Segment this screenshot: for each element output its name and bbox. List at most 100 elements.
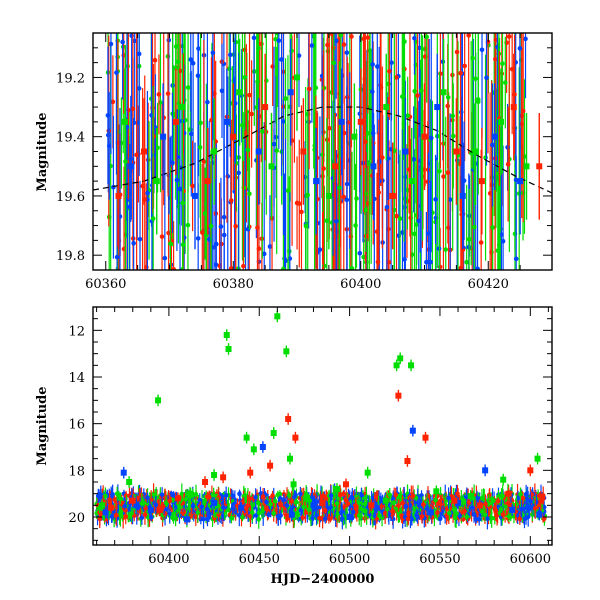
data-point (459, 192, 466, 199)
data-point (536, 511, 543, 518)
data-point (422, 434, 429, 441)
x-tick-label: 60420 (468, 277, 509, 292)
data-point (467, 493, 474, 499)
data-point (427, 509, 434, 516)
data-point (500, 476, 507, 483)
data-point (294, 74, 300, 81)
data-point (211, 500, 218, 506)
data-point (262, 104, 269, 111)
data-point (129, 497, 136, 504)
data-point (238, 504, 245, 511)
data-point (225, 346, 232, 352)
dense-observations (94, 483, 547, 530)
y-axis-label: Magnitude (35, 386, 50, 465)
data-point (172, 118, 179, 125)
y-axis-label: Magnitude (35, 112, 50, 191)
data-point (187, 490, 194, 497)
x-tick-label: 60360 (85, 277, 126, 292)
data-point (351, 133, 358, 140)
data-point (223, 118, 230, 125)
x-tick-label: 60550 (419, 552, 460, 567)
data-point (338, 118, 345, 125)
zoomed-light-curve-panel: 60360 60380 60400 60420 19.2 19.4 19.6 19.8 Magn… (35, 32, 553, 292)
data-point (283, 348, 290, 355)
data-point (286, 455, 293, 462)
data-point (274, 313, 281, 320)
series-0 (121, 33, 530, 250)
data-point (285, 416, 292, 422)
series-1 (128, 38, 524, 250)
data-point (223, 332, 230, 338)
data-point (498, 118, 504, 125)
data-point (313, 178, 320, 185)
y-tick-label: 18 (68, 464, 85, 479)
data-point (290, 481, 297, 488)
plot-area (93, 33, 552, 270)
data-point (288, 511, 295, 518)
series-1 (102, 424, 543, 526)
data-point (402, 148, 409, 155)
data-point (342, 481, 349, 488)
x-tick-label: 60450 (239, 552, 280, 567)
data-point (404, 458, 411, 464)
data-point (128, 163, 135, 170)
data-point (121, 118, 128, 125)
y-tick-label: 19.8 (56, 249, 85, 264)
data-point (408, 362, 415, 369)
data-point (153, 178, 160, 185)
axes-frame (92, 306, 553, 546)
data-point (183, 516, 190, 523)
data-point (455, 500, 462, 506)
series-0 (99, 310, 541, 512)
data-point (267, 462, 274, 469)
data-point (346, 514, 353, 520)
data-point (332, 163, 339, 170)
x-tick-label: 60400 (148, 552, 189, 567)
data-point (478, 178, 485, 185)
data-point (476, 502, 483, 509)
data-point (536, 163, 543, 170)
data-point (373, 504, 380, 511)
data-point (451, 497, 458, 504)
data-point (211, 472, 218, 478)
data-point (434, 104, 441, 111)
data-point (268, 163, 275, 170)
data-point (393, 362, 400, 369)
data-point (259, 444, 266, 450)
x-axis-label: HJD−2400000 (271, 572, 375, 587)
data-point (270, 430, 277, 436)
data-point (421, 133, 428, 140)
y-tick-label: 16 (68, 418, 85, 433)
data-point (156, 507, 163, 513)
data-point (509, 507, 516, 513)
x-tick-label: 60400 (340, 277, 381, 292)
data-point (527, 467, 534, 474)
data-point (230, 133, 237, 140)
data-point (211, 148, 218, 155)
data-point (141, 148, 147, 155)
data-point (120, 469, 127, 476)
dense-observations (105, 33, 528, 270)
data-point (491, 133, 498, 140)
data-point (517, 178, 524, 185)
data-point (534, 455, 541, 462)
y-tick-label: 20 (68, 511, 85, 526)
data-point (133, 502, 140, 509)
data-point (147, 507, 154, 513)
data-point (300, 148, 307, 155)
data-point (510, 104, 517, 111)
data-point (247, 469, 254, 476)
data-point (364, 469, 371, 476)
full-light-curve-panel: 60400 60450 60500 60550 60600 12 14 16 18 20 Magni… (35, 306, 553, 587)
data-point (243, 434, 250, 441)
data-point (382, 497, 389, 504)
data-point (370, 163, 377, 170)
x-tick-label: 60600 (510, 552, 551, 567)
x-tick-label: 60380 (213, 277, 254, 292)
data-point (408, 178, 415, 185)
y-tick-label: 19.2 (56, 71, 85, 86)
data-point (204, 178, 211, 185)
data-point (99, 502, 106, 509)
y-tick-label: 19.4 (56, 131, 85, 146)
